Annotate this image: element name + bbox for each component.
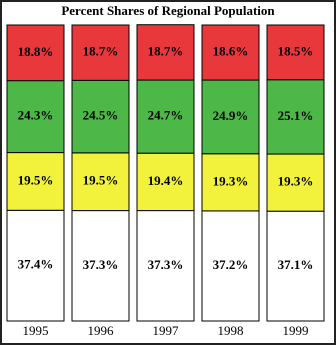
data-label: 37.3% xyxy=(83,257,119,272)
bar-segment xyxy=(6,80,65,154)
x-tick-label: 1995 xyxy=(23,323,49,338)
bar-segment xyxy=(71,152,130,212)
bar-segment xyxy=(201,24,260,81)
data-label: 37.2% xyxy=(213,257,249,272)
bar-segment xyxy=(266,24,325,81)
bar-segment xyxy=(201,153,260,212)
data-label: 19.4% xyxy=(148,173,184,188)
bar-segment xyxy=(136,24,195,81)
data-label: 18.6% xyxy=(213,44,249,59)
bar-segment xyxy=(136,210,195,322)
data-label: 18.7% xyxy=(83,44,119,59)
data-label: 24.3% xyxy=(18,108,54,123)
data-label: 19.5% xyxy=(18,172,54,187)
bar-segment xyxy=(136,152,195,212)
bar-segment xyxy=(71,210,130,322)
bar-segment xyxy=(6,24,65,82)
data-label: 37.3% xyxy=(148,257,184,272)
bar-segment xyxy=(266,153,325,212)
data-label: 18.5% xyxy=(278,43,314,58)
x-tick-label: 1996 xyxy=(88,323,115,338)
x-tick-label: 1997 xyxy=(153,323,180,338)
data-label: 37.1% xyxy=(278,257,314,272)
x-tick-label: 1998 xyxy=(218,323,244,338)
data-label: 24.9% xyxy=(213,108,249,123)
data-label: 19.3% xyxy=(213,173,249,188)
bar-segment xyxy=(201,79,260,155)
data-label: 19.3% xyxy=(278,174,314,189)
bar-segment xyxy=(266,210,325,322)
data-label: 18.7% xyxy=(148,43,184,58)
bar-segment xyxy=(6,209,65,322)
bar-segment xyxy=(266,79,325,155)
data-label: 24.7% xyxy=(148,108,184,123)
data-label: 18.8% xyxy=(18,44,54,59)
chart-title: Percent Shares of Regional Population xyxy=(61,3,275,18)
bar-segment xyxy=(71,24,130,81)
data-label: 19.5% xyxy=(83,173,119,188)
data-label: 24.5% xyxy=(83,108,119,123)
data-label: 25.1% xyxy=(278,108,314,123)
data-label: 37.4% xyxy=(18,257,54,272)
bar-segment xyxy=(136,79,195,154)
bar-segment xyxy=(71,79,130,154)
x-tick-label: 1999 xyxy=(283,323,309,338)
